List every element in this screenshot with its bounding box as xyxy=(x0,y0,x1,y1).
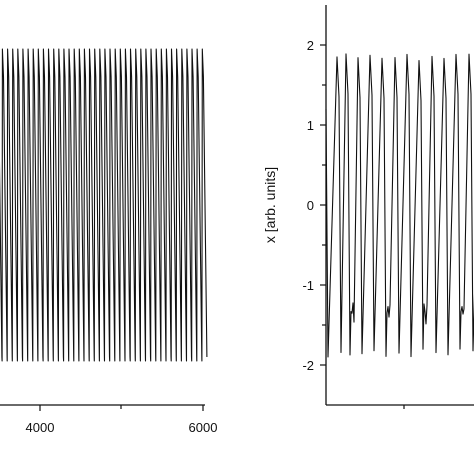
left-series-line xyxy=(0,48,208,362)
right-y-ticks xyxy=(320,44,326,366)
right-y-axis-label: x [arb. units] xyxy=(262,167,278,243)
left-x-tick-label-6000: 6000 xyxy=(189,420,218,435)
right-plot: 2 1 0 -1 -2 x [arb. units] xyxy=(262,5,474,409)
left-x-tick-label-4000: 4000 xyxy=(26,420,55,435)
left-plot: 4000 6000 xyxy=(0,48,218,435)
right-y-tick-label-1: 1 xyxy=(307,118,314,133)
right-y-tick-label-minus2: -2 xyxy=(302,358,314,373)
right-y-tick-label-0: 0 xyxy=(307,198,314,213)
right-series-line xyxy=(325,53,474,358)
right-y-tick-label-minus1: -1 xyxy=(302,278,314,293)
right-y-tick-label-2: 2 xyxy=(307,38,314,53)
